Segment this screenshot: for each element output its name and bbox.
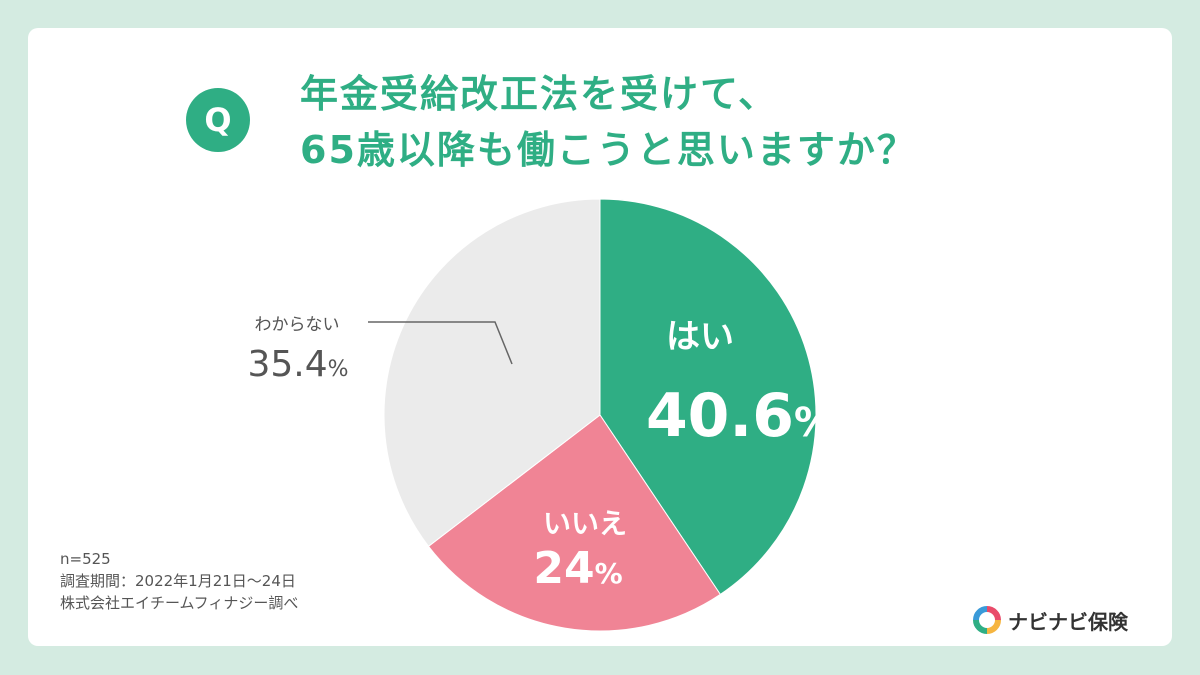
survey-period: 調査期間：2022年1月21日〜24日 (60, 572, 296, 590)
brand-name: ナビナビ保険 (1008, 609, 1128, 634)
sample-size: n=525 (60, 550, 111, 568)
slice-value-unknown: 35.4% (247, 344, 348, 385)
unknown-leader-line (368, 321, 513, 365)
slice-value-yes: 40.6% (646, 381, 834, 451)
question-title: 年金受給改正法を受けて、 65歳以降も働こうと思いますか？ (300, 66, 1060, 178)
question-line-1: 年金受給改正法を受けて、 (300, 72, 779, 116)
slice-label-no: いいえ (543, 507, 627, 540)
slice-label-yes: はい (666, 317, 734, 357)
question-badge: Q (186, 88, 250, 152)
survey-notes: n=525 調査期間：2022年1月21日〜24日 株式会社エイチームフィナジー… (60, 548, 298, 614)
pie-slice-unknown (383, 198, 601, 548)
slice-label-unknown: わからない (255, 315, 340, 335)
question-line-2: 65歳以降も働こうと思いますか？ (300, 128, 917, 172)
brand-logo: ナビナビ保険 (972, 602, 1128, 638)
brand-ring-icon (973, 606, 1001, 634)
survey-source: 株式会社エイチームフィナジー調べ (60, 594, 299, 612)
pie-slice-yes (599, 198, 817, 596)
slice-value-no: 24% (533, 543, 622, 594)
pie-slice-no (427, 414, 721, 632)
